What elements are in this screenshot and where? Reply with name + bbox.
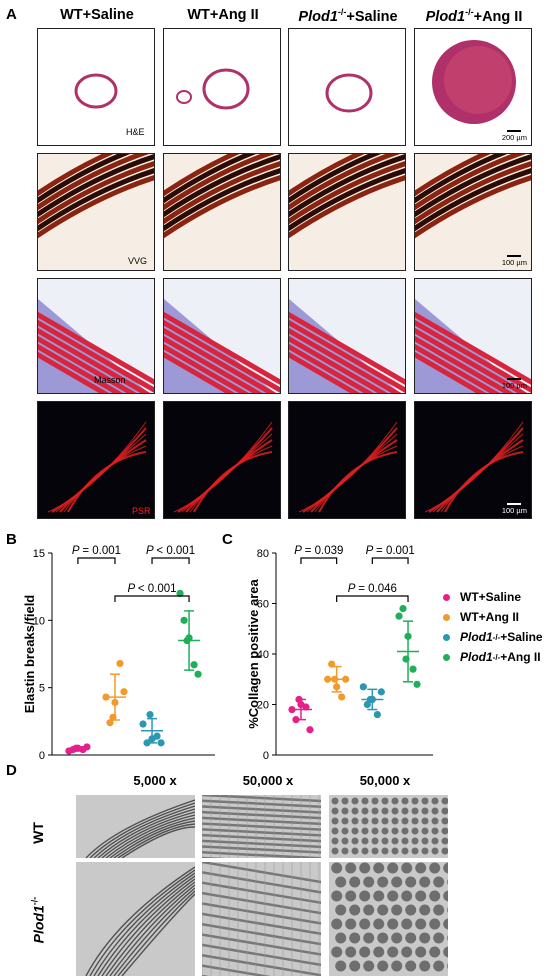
p-value-label: P = 0.046 [348, 583, 397, 595]
legend-item-3: Plod1 -/- +Saline [443, 630, 543, 644]
legend-item-4: Plod1 -/- +Ang II [443, 650, 541, 664]
data-point [153, 733, 160, 740]
micrograph-he-1: H&E [37, 28, 155, 146]
tem-image-2-1 [76, 862, 195, 976]
scale-bar-psr: 100 µm [502, 503, 527, 515]
micrograph-he-4: 200 µm [414, 28, 532, 146]
stain-label-he: H&E [126, 127, 145, 137]
y-axis-label: %Collagen positive area [246, 578, 261, 728]
legend-marker [443, 634, 450, 641]
micrograph-psr-4: 100 µm [414, 401, 532, 519]
micrograph-he-3 [288, 28, 406, 146]
y-tick-label: 15 [33, 548, 45, 560]
micrograph-vvg-3 [288, 153, 406, 271]
legend-item-2: WT+Ang II [443, 610, 519, 624]
data-point [180, 617, 187, 624]
row-label-wt-container: WT [18, 803, 58, 863]
data-point [157, 739, 164, 746]
micrograph-vvg-1: VVG [37, 153, 155, 271]
micrograph-vvg-2 [163, 153, 281, 271]
panel-letter-d: D [6, 762, 17, 779]
legend-item-1: WT+Saline [443, 590, 521, 604]
micrograph-vvg-4: 100 µm [414, 153, 532, 271]
row-label-plod1: Plod1-/- [30, 897, 47, 944]
tem-image-2-3 [329, 862, 448, 976]
data-point [360, 683, 367, 690]
significance-bracket [115, 596, 189, 602]
data-point [399, 605, 406, 612]
data-point [378, 688, 385, 695]
significance-bracket [337, 596, 408, 602]
p-value-label: P < 0.001 [146, 545, 195, 557]
column-title-3: Plod1-/-+Saline [278, 7, 418, 25]
magnification-label-1: 5,000 x [100, 773, 210, 788]
data-point [413, 681, 420, 688]
data-point [338, 693, 345, 700]
column-title-1: WT+Saline [27, 7, 167, 23]
micrograph-masson-1: Masson [37, 278, 155, 394]
significance-bracket [152, 558, 189, 564]
tem-image-1-2 [202, 795, 321, 858]
micrograph-masson-2 [163, 278, 281, 394]
data-point [116, 660, 123, 667]
tem-image-1-3 [329, 795, 448, 858]
legend-marker [443, 614, 450, 621]
p-value-label: P < 0.001 [127, 583, 176, 595]
scale-bar-vvg: 100 µm [502, 255, 527, 267]
panel-letter-a: A [6, 6, 17, 23]
row-label-plod1-container: Plod1-/- [18, 880, 58, 960]
significance-bracket [78, 558, 115, 564]
p-value-label: P = 0.001 [366, 545, 415, 557]
tem-image-1-1 [76, 795, 195, 858]
y-tick-label: 0 [39, 750, 45, 760]
data-point [139, 720, 146, 727]
p-value-label: P = 0.039 [294, 545, 343, 557]
data-point [146, 711, 153, 718]
data-point [306, 726, 313, 733]
stain-label-vvg: VVG [128, 256, 147, 266]
data-point [409, 666, 416, 673]
y-tick-label: 80 [257, 548, 269, 560]
micrograph-masson-3 [288, 278, 406, 394]
legend-marker [443, 654, 450, 661]
row-label-wt: WT [30, 822, 46, 844]
data-point [374, 711, 381, 718]
magnification-label-2: 50,000 x [203, 773, 333, 788]
legend-marker [443, 594, 450, 601]
data-point [194, 671, 201, 678]
y-axis-label: Elastin breaks/field [22, 595, 37, 714]
magnification-label-3: 50,000 x [320, 773, 450, 788]
micrograph-he-2 [163, 28, 281, 146]
data-point [395, 613, 402, 620]
micrograph-psr-2 [163, 401, 281, 519]
stain-label-masson: Masson [94, 375, 126, 385]
micrograph-masson-4: 100 µm [414, 278, 532, 394]
scale-bar-masson: 100 µm [502, 378, 527, 390]
column-title-4: Plod1-/-+Ang II [404, 7, 544, 25]
significance-bracket [372, 558, 408, 564]
stain-label-psr: PSR [132, 506, 151, 516]
y-tick-label: 0 [263, 750, 269, 760]
column-title-2: WT+Ang II [153, 7, 293, 23]
data-point [120, 688, 127, 695]
scale-bar-he: 200 µm [502, 130, 527, 142]
p-value-label: P = 0.001 [72, 545, 121, 557]
y-tick-label: 5 [39, 683, 45, 695]
significance-bracket [301, 558, 337, 564]
data-point [190, 661, 197, 668]
tem-image-2-2 [202, 862, 321, 976]
micrograph-psr-1: PSR [37, 401, 155, 519]
micrograph-psr-3 [288, 401, 406, 519]
